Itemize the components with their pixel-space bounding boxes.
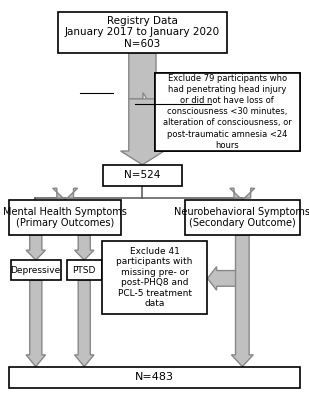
Text: PTSD: PTSD (72, 266, 96, 275)
Polygon shape (208, 267, 242, 290)
Text: or did not have loss of: or did not have loss of (180, 96, 274, 105)
Polygon shape (26, 235, 45, 260)
Text: Mental Health Symptoms
(Primary Outcomes): Mental Health Symptoms (Primary Outcomes… (3, 207, 127, 228)
Text: post-traumatic amnesia <24: post-traumatic amnesia <24 (167, 130, 287, 139)
FancyBboxPatch shape (11, 260, 61, 280)
FancyBboxPatch shape (154, 73, 300, 151)
Polygon shape (74, 280, 94, 366)
Text: N=524: N=524 (124, 170, 161, 180)
Polygon shape (79, 261, 102, 280)
FancyBboxPatch shape (9, 200, 121, 235)
Polygon shape (53, 188, 78, 200)
Polygon shape (230, 188, 255, 200)
FancyBboxPatch shape (154, 73, 300, 151)
Polygon shape (74, 235, 94, 260)
Text: Exclude 79 participants who: Exclude 79 participants who (167, 74, 287, 83)
Text: hours: hours (215, 141, 239, 150)
Text: consciousness <30 minutes,: consciousness <30 minutes, (167, 107, 287, 116)
FancyBboxPatch shape (103, 165, 182, 186)
Polygon shape (231, 235, 253, 366)
FancyBboxPatch shape (185, 200, 300, 235)
Text: N=483: N=483 (135, 372, 174, 382)
Polygon shape (121, 99, 164, 165)
Text: had penetrating head injury: had penetrating head injury (168, 85, 286, 94)
FancyBboxPatch shape (57, 12, 227, 53)
Text: Depressive: Depressive (11, 266, 61, 275)
Text: Neurobehavioral Symptoms
(Secondary Outcome): Neurobehavioral Symptoms (Secondary Outc… (174, 207, 309, 228)
Text: Exclude 41
participants with
missing pre- or
post-PHQ8 and
PCL-5 treatment
data: Exclude 41 participants with missing pre… (116, 247, 193, 308)
Polygon shape (129, 53, 156, 131)
Polygon shape (26, 280, 45, 366)
Text: Exclude 79 participants who
had penetrating head injury
or did not have loss of
: Exclude 79 participants who had penetrat… (163, 76, 292, 148)
FancyBboxPatch shape (9, 366, 300, 388)
Text: alteration of consciousness, or: alteration of consciousness, or (163, 118, 292, 128)
Text: Registry Data
January 2017 to January 2020
N=603: Registry Data January 2017 to January 20… (65, 16, 220, 49)
FancyBboxPatch shape (67, 260, 102, 280)
FancyBboxPatch shape (102, 241, 208, 314)
